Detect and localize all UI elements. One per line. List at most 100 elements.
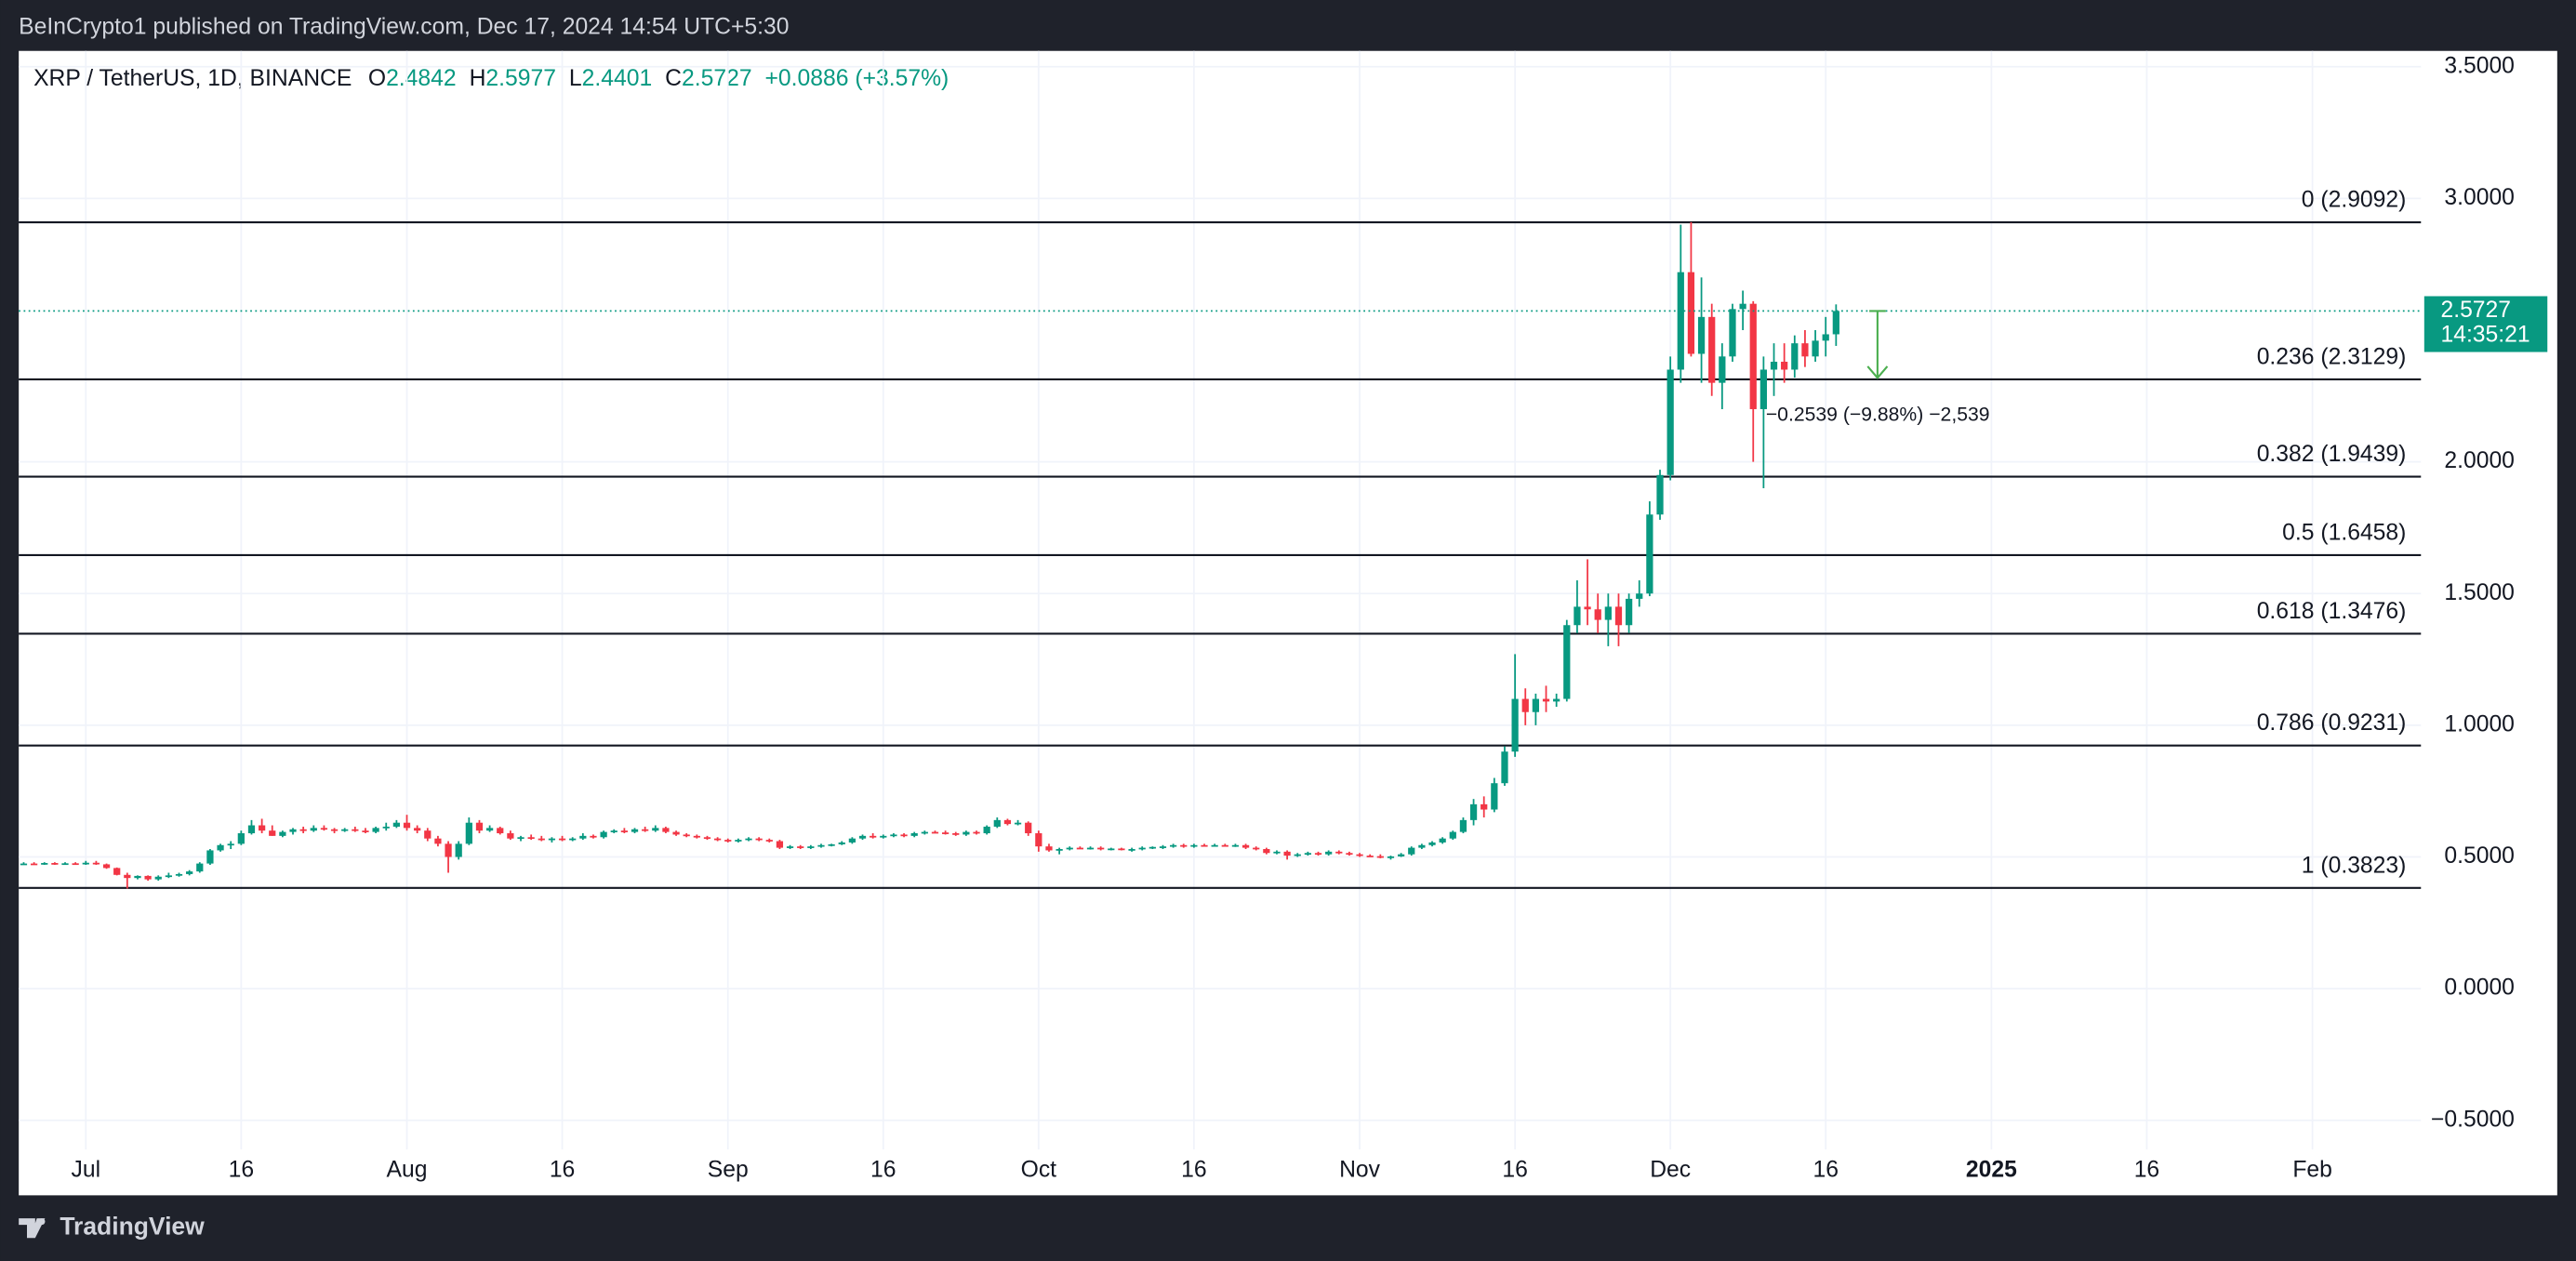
candle-body [196,863,204,872]
candle-body [1346,853,1353,856]
ohlc-value: 2.5977 [485,65,556,90]
candle-body [993,819,1001,827]
candle-body [786,846,794,848]
candle-body [1325,851,1333,855]
candle-body [1428,842,1436,845]
candle-body [289,829,297,832]
x-tick-label: Aug [387,1157,428,1182]
ohlc-letter: L [569,65,582,90]
candle-body [1221,844,1228,847]
candle-body [1666,369,1674,475]
x-tick-label: Dec [1650,1157,1691,1182]
last-price-box [2423,296,2548,352]
candle-body [983,826,990,834]
candle-body [1729,309,1736,357]
ohlc-value: 2.4842 [386,65,457,90]
candle-body [1211,844,1218,847]
candle-body [465,822,472,844]
candle-body [828,843,835,846]
x-tick-label: 16 [550,1157,575,1182]
candle-body [703,837,711,840]
candle-body [279,831,286,836]
candle-body [1697,316,1706,354]
candle-body [186,871,193,874]
candle-body [590,835,597,838]
candle-body [362,830,369,832]
candle-body [144,875,152,880]
symbol: XRP / TetherUS, 1D, BINANCE [33,65,352,90]
candle-body [880,835,887,838]
candle-body [320,828,328,830]
candle-body [693,835,700,838]
measure-label: −0.2539 (−9.88%) −2,539 [1766,405,1990,426]
y-tick-label: 3.5000 [2444,53,2515,78]
candle-body [672,831,680,835]
candle-body [61,863,69,866]
candle-body [1625,598,1633,626]
change: +0.0886 (+3.57%) [765,65,949,90]
candle-body [921,831,928,834]
candle-body [310,828,317,831]
candle-body [414,828,421,831]
candle-body [507,833,514,839]
candle-body [1584,606,1591,610]
candle-body [217,844,224,851]
candle-body [1646,514,1653,594]
candle-body [620,830,629,832]
candle-body [1418,844,1426,848]
x-tick-label: 2025 [1966,1157,2017,1182]
brand-logo [19,1218,46,1239]
candle-body [1614,606,1623,626]
x-tick-label: Oct [1021,1157,1057,1182]
candle-body [1739,303,1746,310]
candle-body [1190,844,1198,847]
candle-body [1242,844,1250,848]
candle-body [382,826,390,829]
ohlc-value: 2.5727 [682,65,752,90]
candle-body [527,837,535,840]
candle-body [1066,847,1073,850]
candle-body [154,876,162,880]
candle-body [1791,343,1799,370]
candle-body [1749,303,1757,409]
fib-label: 0.618 (1.3476) [2257,599,2407,624]
candle-body [1759,369,1768,409]
fib-label: 1 (0.3823) [2302,853,2407,878]
candle-body [1294,854,1301,856]
ohlc-value: 2.4401 [582,65,653,90]
candle-body [1491,783,1498,810]
candle-body [1501,751,1508,784]
candle-body [392,822,400,827]
candle-body [1656,474,1664,515]
candle-body [724,840,732,842]
candle-body [890,834,897,837]
candle-body [445,843,452,857]
candle-body [1108,848,1115,851]
candle-body [973,831,980,834]
x-tick-label: 16 [1181,1157,1206,1182]
candle-body [652,828,659,831]
x-tick-label: Nov [1339,1157,1381,1182]
candle-body [1812,340,1819,357]
candle-body [92,862,100,865]
candle-body [51,863,59,865]
candle-body [1594,609,1601,620]
fib-label: 0.236 (2.3129) [2257,345,2407,370]
ohlc-letter: C [665,65,682,90]
candle-body [424,830,432,839]
measure-head [1866,365,1889,379]
candle-body [1231,844,1240,847]
candle-body [341,829,349,831]
candle-body [765,840,773,842]
candle-body [1314,853,1322,856]
candle-body [82,862,89,865]
x-tick-label: Jul [71,1157,100,1182]
candle-body [1335,851,1343,854]
candle-body [455,843,462,857]
candle-body [1014,822,1022,825]
candle-body [1138,847,1146,850]
candle-body [776,841,784,848]
candle-body [113,868,121,875]
candle-body [1481,803,1488,810]
